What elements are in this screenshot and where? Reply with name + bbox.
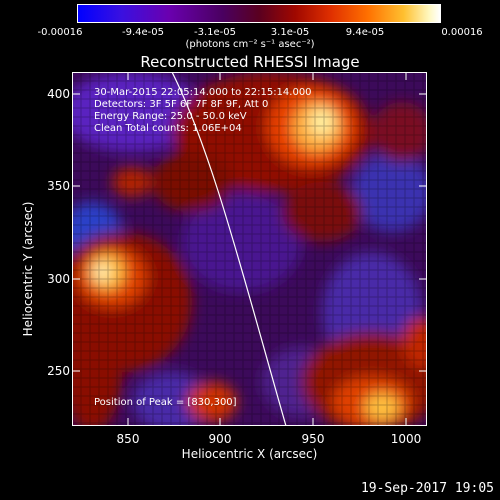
annotation-algorithm: Clean Total counts: 1.06E+04 — [94, 123, 242, 134]
x-tick-label: 1000 — [390, 432, 422, 446]
solar-limb — [171, 72, 287, 426]
annotation-peak-position: Position of Peak = [830,300] — [94, 397, 237, 408]
y-tick-label: 350 — [47, 179, 70, 193]
colorbar-tick-label: -9.4e-05 — [122, 27, 164, 38]
colorbar-tick-label: 0.00016 — [441, 27, 483, 38]
rhessi-image — [72, 72, 427, 426]
colorbar-tick-label: 9.4e-05 — [345, 27, 385, 38]
plot-timestamp: 19-Sep-2017 19:05 — [360, 481, 494, 496]
colorbar-tick-label: 3.1e-05 — [270, 27, 310, 38]
y-tick-label: 250 — [47, 364, 70, 378]
y-axis-label: Heliocentric Y (arcsec) — [21, 201, 35, 337]
y-tick-label: 400 — [47, 87, 70, 101]
x-tick-label: 850 — [116, 432, 140, 446]
colorbar — [77, 4, 441, 23]
annotation-time-range: 30-Mar-2015 22:05:14.000 to 22:15:14.000 — [94, 87, 312, 98]
annotation-detectors: Detectors: 3F 5F 6F 7F 8F 9F, Att 0 — [94, 99, 269, 110]
x-tick-label: 900 — [208, 432, 232, 446]
annotation-energy-range: Energy Range: 25.0 - 50.0 keV — [94, 111, 247, 122]
plot-title: Reconstructed RHESSI Image — [140, 53, 360, 71]
colorbar-units: (photons cm⁻² s⁻¹ asec⁻²) — [185, 39, 315, 50]
y-tick-label: 300 — [47, 272, 70, 286]
x-axis-label: Heliocentric X (arcsec) — [181, 447, 318, 461]
colorbar-tick-label: -3.1e-05 — [194, 27, 236, 38]
x-tick-label: 950 — [301, 432, 325, 446]
colorbar-tick-label: -0.00016 — [37, 27, 83, 38]
